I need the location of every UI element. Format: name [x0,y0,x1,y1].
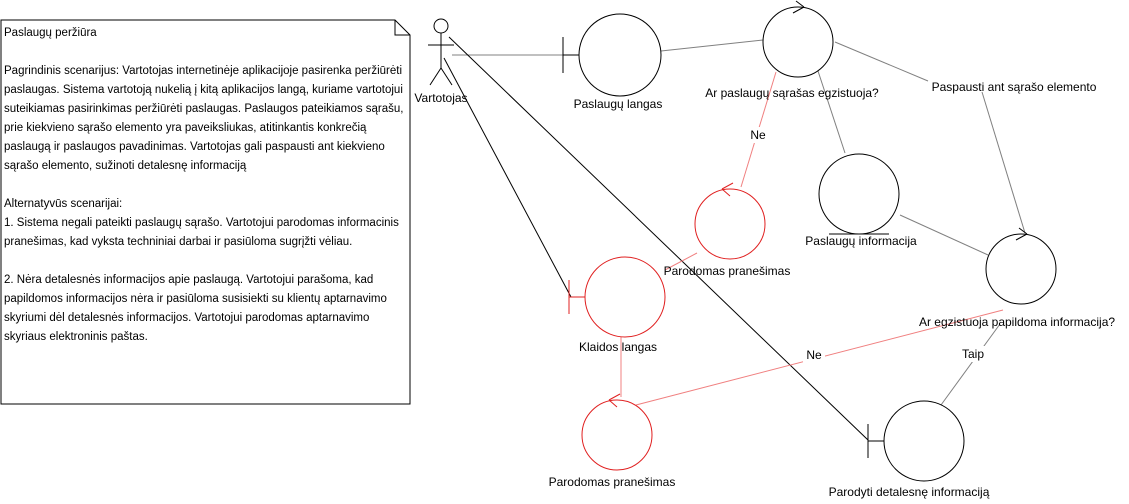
note-main-scenario: Pagrindinis scenarijus: Vartotojas inter… [4,65,404,172]
control-message-top[interactable] [694,182,766,260]
label-error-window: Klaidos langas [579,340,657,354]
edge-window-to-list-exists [660,39,764,52]
label-services-window: Paslaugų langas [574,97,663,111]
label-message-bottom: Parodomas pranešimas [549,475,676,489]
note-fold [394,20,410,36]
edge-label-no-top: Ne [750,128,766,142]
control-message-bottom[interactable] [581,393,653,471]
label-show-details: Parodyti detalesnę informaciją [829,485,990,499]
actor-head [433,18,449,34]
edge-click-item-to-extra-info [981,91,1026,234]
label-click-item: Paspausti ant sąrašo elemento [932,80,1097,94]
use-case-note: Paslaugų peržiūra Pagrindinis scenarijus… [1,20,408,404]
entity-service-info[interactable] [818,153,900,235]
label-message-top: Parodomas pranešimas [664,264,791,278]
label-service-info: Paslaugų informacija [805,234,917,248]
note-title: Paslaugų peržiūra [4,27,97,39]
note-alt-title: Alternatyvūs scenarijai: [4,198,123,210]
actor-label: Vartotojas [414,91,467,105]
boundary-error-window[interactable] [568,256,666,338]
edge-actor-to-error-window [443,57,572,298]
note-alt-1: 1. Sistema negali pateikti paslaugų sąra… [4,217,399,248]
label-list-exists: Ar paslaugų sąrašas egzistuoja? [705,86,879,100]
edge-labels: Ne Ne Taip [747,127,988,363]
edge-service-info-to-extra-info [899,214,989,256]
control-extra-info-exists[interactable] [985,227,1057,305]
control-list-exists[interactable] [762,0,834,78]
edge-list-exists-to-click-item [834,41,929,82]
edge-extra-info-to-show-details [940,323,1001,406]
edge-message-top-to-error-window [664,252,698,271]
edge-label-no-bottom: Ne [806,348,822,362]
note-alt-2: 2. Nėra detalesnės informacijos apie pas… [4,274,387,343]
boundary-services-window[interactable] [562,13,662,97]
boundary-show-details[interactable] [867,400,965,482]
edge-actor-to-show-details [448,36,869,441]
label-extra-info-exists: Ar egzistuoja papildoma informacija? [919,315,1115,329]
edge-label-yes: Taip [962,347,984,361]
note-shape [0,19,411,405]
edge-list-exists-to-service-info [817,70,846,154]
actor-vartotojas[interactable] [428,18,454,86]
